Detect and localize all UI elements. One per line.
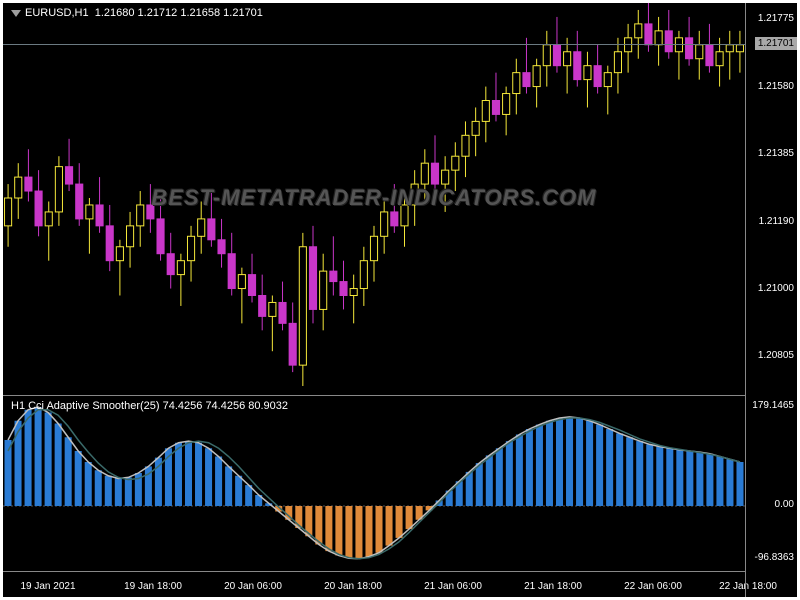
time-label: 19 Jan 18:00 — [124, 581, 182, 592]
price-y-label: 1.21775 — [758, 13, 794, 24]
price-y-label: 1.21000 — [758, 283, 794, 294]
time-label: 19 Jan 2021 — [20, 581, 75, 592]
price-y-label: 1.21580 — [758, 81, 794, 92]
price-panel[interactable]: EURUSD,H1 1.21680 1.21712 1.21658 1.2170… — [3, 3, 745, 393]
time-label: 22 Jan 06:00 — [624, 581, 682, 592]
price-y-label: 1.21190 — [759, 216, 794, 227]
indicator-y-label: 0.00 — [775, 499, 794, 510]
indicator-title: H1 Cci Adaptive Smoother(25) 74.4256 74.… — [11, 400, 288, 412]
time-axis: 19 Jan 2021 19 Jan 18:00 20 Jan 06:00 20 Ja… — [3, 571, 745, 597]
indicator-y-label: -96.8363 — [755, 552, 794, 563]
time-label: 20 Jan 06:00 — [224, 581, 282, 592]
price-header: EURUSD,H1 1.21680 1.21712 1.21658 1.2170… — [11, 7, 263, 19]
symbol-label: EURUSD,H1 — [25, 7, 89, 19]
dropdown-icon[interactable] — [11, 10, 21, 17]
ohlc-label: 1.21680 1.21712 1.21658 1.21701 — [95, 7, 263, 19]
y-axis: 1.21701 1.21775 1.21580 1.21385 1.21190 1.21… — [745, 3, 797, 597]
time-label: 20 Jan 18:00 — [324, 581, 382, 592]
time-label: 21 Jan 06:00 — [424, 581, 482, 592]
indicator-panel[interactable]: H1 Cci Adaptive Smoother(25) 74.4256 74.… — [3, 395, 745, 571]
time-label: 21 Jan 18:00 — [524, 581, 582, 592]
indicator-chart-svg — [3, 396, 745, 572]
price-y-label: 1.21385 — [758, 148, 794, 159]
indicator-y-label: 179.1465 — [752, 400, 794, 411]
current-price-line — [3, 44, 745, 45]
price-y-label: 1.20805 — [758, 350, 794, 361]
current-price-tag: 1.21701 — [755, 37, 797, 50]
watermark: BEST-METATRADER-INDICATORS.COM — [151, 185, 596, 211]
chart-container: EURUSD,H1 1.21680 1.21712 1.21658 1.2170… — [0, 0, 800, 600]
